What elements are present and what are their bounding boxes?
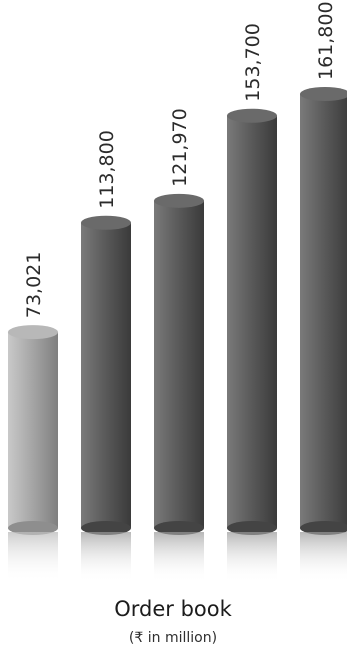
data-label-5: 161,800: [315, 1, 337, 80]
data-labels-layer: 73,021 113,800 121,970 153,700 161,800: [23, 1, 337, 318]
bar-reflection-4: [227, 532, 277, 582]
bar-body: [227, 115, 277, 529]
bar-body: [81, 222, 131, 529]
bars-layer: [8, 87, 347, 535]
bar-cap: [154, 193, 204, 208]
data-label-1: 73,021: [23, 252, 45, 318]
data-label-2: 113,800: [96, 130, 118, 209]
bar-body: [300, 94, 347, 528]
bar-4: [227, 108, 277, 535]
bar-reflection-2: [81, 532, 131, 582]
chart-title: Order book: [114, 597, 232, 621]
bar-cap: [8, 325, 58, 340]
bar-3: [154, 193, 204, 535]
bar-1: [8, 325, 58, 535]
bar-reflection-3: [154, 532, 204, 582]
bar-body: [154, 200, 204, 528]
bar-cap: [227, 108, 277, 123]
bar-2: [81, 215, 131, 535]
reflections-layer: [8, 532, 347, 582]
bar-reflection-1: [8, 532, 58, 582]
bar-base: [8, 521, 58, 535]
bar-reflection-5: [300, 532, 347, 582]
data-label-4: 153,700: [242, 23, 264, 102]
data-label-3: 121,970: [169, 108, 191, 187]
bar-cap: [81, 215, 131, 230]
chart-subtitle: (₹ in million): [129, 630, 217, 646]
bar-5: [300, 87, 347, 535]
bar-cap: [300, 87, 347, 101]
bar-base: [81, 521, 131, 535]
bar-base: [154, 521, 204, 535]
bar-base: [300, 521, 347, 535]
bar-body: [8, 332, 58, 528]
bar-base: [227, 521, 277, 535]
